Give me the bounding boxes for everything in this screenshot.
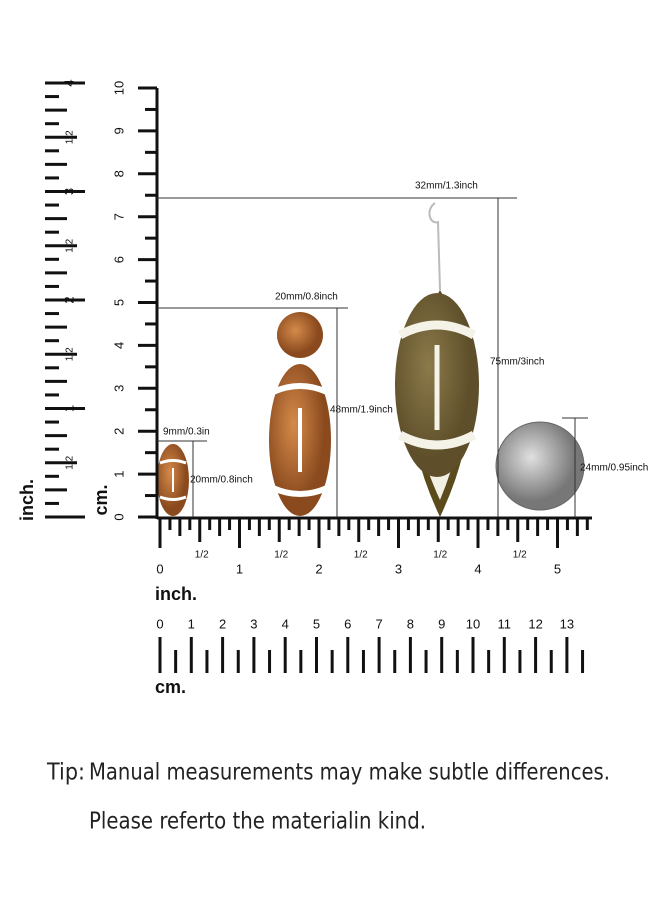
inch-label: 1	[61, 405, 76, 412]
tip-text: Please referto the materialin kind.	[89, 809, 426, 835]
cm-label: 6	[344, 616, 351, 631]
inch-label: 0	[156, 561, 163, 576]
cm-label: 4	[282, 616, 289, 631]
cm-label: 13	[560, 616, 574, 631]
cm-label: 6	[111, 256, 126, 263]
tip-label: Tip:	[46, 760, 85, 786]
cm-label: 10	[466, 616, 480, 631]
dimension-label: 48mm/1.9inch	[330, 405, 393, 416]
medium-stripes	[271, 383, 329, 497]
inch-label: 1/2	[354, 550, 368, 561]
inch-label: 1/2	[65, 455, 76, 469]
unit-label: cm.	[91, 484, 111, 515]
inch-label: 1/2	[65, 347, 76, 361]
inch-label: 3	[61, 188, 76, 195]
dimension-label: 20mm/0.8inch	[275, 292, 338, 303]
cm-label: 8	[111, 170, 126, 177]
dimension-label: 20mm/0.8inch	[190, 475, 253, 486]
cm-label: 10	[111, 81, 126, 95]
cm-label: 0	[156, 616, 163, 631]
inch-label: 1/2	[65, 130, 76, 144]
unit-label: inch.	[17, 479, 37, 521]
small-stripes	[159, 459, 187, 501]
cm-label: 5	[313, 616, 320, 631]
unit-label: inch.	[155, 584, 197, 604]
quarter-coin	[495, 421, 585, 511]
cm-label: 4	[111, 342, 126, 349]
dimension-label: 24mm/0.95inch	[580, 463, 648, 474]
cm-label: 7	[375, 616, 382, 631]
cm-label: 1	[188, 616, 195, 631]
cm-label: 9	[438, 616, 445, 631]
earrings	[157, 202, 585, 517]
inch-label: 4	[474, 561, 481, 576]
inch-label: 4	[61, 79, 76, 86]
inch-label: 1/2	[433, 550, 447, 561]
cm-label: 7	[111, 213, 126, 220]
inch-label: 1	[236, 561, 243, 576]
hook	[428, 202, 441, 291]
dimension-label: 9mm/0.3in	[163, 427, 210, 438]
cm-label: 2	[219, 616, 226, 631]
inch-label: 3	[395, 561, 402, 576]
cm-label: 0	[111, 513, 126, 520]
cm-label: 3	[111, 385, 126, 392]
cm-label: 8	[407, 616, 414, 631]
inch-label: 5	[554, 561, 561, 576]
cm-label: 3	[250, 616, 257, 631]
cm-label: 1	[111, 470, 126, 477]
cm-label: 5	[111, 299, 126, 306]
inch-label: 1/2	[195, 550, 209, 561]
cm-label: 12	[528, 616, 542, 631]
tip-text: Manual measurements may make subtle diff…	[89, 760, 610, 786]
dimension-label: 75mm/3inch	[490, 357, 544, 368]
cm-label: 9	[111, 127, 126, 134]
inch-label: 2	[315, 561, 322, 576]
inch-label: 1/2	[65, 238, 76, 252]
cm-label: 11	[498, 616, 512, 631]
inch-label: 2	[61, 296, 76, 303]
inch-label: 1/2	[274, 550, 288, 561]
inch-label: 1/2	[513, 550, 527, 561]
medium-stud	[277, 312, 323, 358]
cm-label: 2	[111, 428, 126, 435]
large-stripes	[397, 320, 477, 450]
unit-label: cm.	[155, 677, 186, 697]
dimension-label: 32mm/1.3inch	[415, 181, 478, 192]
